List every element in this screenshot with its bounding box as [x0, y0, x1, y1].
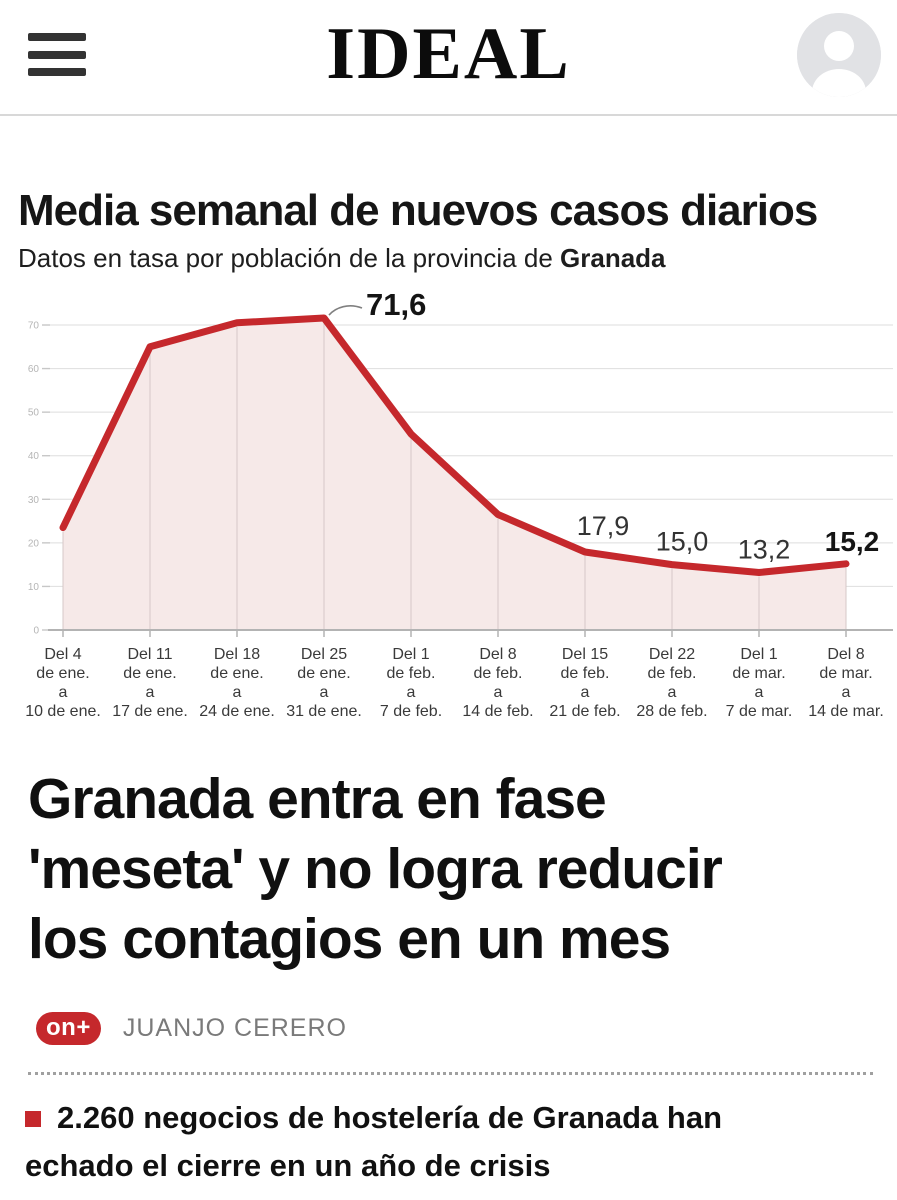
related-story-link[interactable]: 2.260 negocios de hostelería de Granada … [25, 1094, 825, 1190]
svg-text:Del 15: Del 15 [562, 646, 608, 663]
svg-text:28 de feb.: 28 de feb. [636, 703, 707, 720]
svg-text:10: 10 [28, 582, 40, 593]
svg-text:31 de ene.: 31 de ene. [286, 703, 362, 720]
svg-text:de feb.: de feb. [387, 665, 436, 682]
hamburger-menu-button[interactable] [28, 33, 86, 81]
svg-text:70: 70 [28, 321, 40, 332]
avatar-button[interactable] [797, 13, 881, 97]
logo[interactable]: IDEAL [326, 13, 571, 95]
author-link[interactable]: JUANJO CERERO [122, 1013, 347, 1042]
svg-text:40: 40 [28, 451, 40, 462]
svg-text:14 de mar.: 14 de mar. [808, 703, 884, 720]
svg-text:Del 18: Del 18 [214, 646, 260, 663]
svg-text:Del 8: Del 8 [827, 646, 864, 663]
user-icon [797, 13, 881, 97]
svg-text:15,0: 15,0 [656, 527, 709, 557]
hamburger-icon-bar [28, 33, 86, 41]
chart-subtitle: Datos en tasa por población de la provin… [18, 243, 878, 273]
svg-text:a: a [581, 684, 590, 701]
dotted-divider [28, 1072, 873, 1075]
chart-subtitle-bold: Granada [560, 243, 666, 273]
svg-text:Del 4: Del 4 [44, 646, 81, 663]
svg-text:60: 60 [28, 364, 40, 375]
svg-text:a: a [494, 684, 503, 701]
chart-title: Media semanal de nuevos casos diarios [18, 186, 818, 235]
hamburger-icon-bar [28, 68, 86, 76]
headline-line: Granada entra en fase [28, 767, 607, 831]
svg-text:50: 50 [28, 408, 40, 419]
svg-text:Del 25: Del 25 [301, 646, 347, 663]
svg-text:a: a [407, 684, 416, 701]
svg-text:de feb.: de feb. [561, 665, 610, 682]
svg-text:a: a [146, 684, 155, 701]
svg-text:de ene.: de ene. [210, 665, 263, 682]
svg-text:de feb.: de feb. [648, 665, 697, 682]
svg-text:Del 11: Del 11 [127, 646, 172, 663]
svg-text:a: a [842, 684, 851, 701]
svg-text:a: a [59, 684, 68, 701]
svg-text:10 de ene.: 10 de ene. [25, 703, 101, 720]
svg-text:71,6: 71,6 [366, 287, 426, 322]
svg-text:Del 22: Del 22 [649, 646, 695, 663]
svg-text:17 de ene.: 17 de ene. [112, 703, 188, 720]
header-divider [0, 114, 897, 116]
byline: on+ JUANJO CERERO [36, 1010, 347, 1046]
svg-text:Del 1: Del 1 [392, 646, 429, 663]
svg-text:15,2: 15,2 [825, 526, 880, 557]
svg-text:30: 30 [28, 495, 40, 506]
svg-text:a: a [668, 684, 677, 701]
svg-text:7 de mar.: 7 de mar. [726, 703, 793, 720]
article-headline: Granada entra en fase 'meseta' y no logr… [28, 764, 858, 974]
svg-text:a: a [233, 684, 242, 701]
headline-line: 'meseta' y no logra reducir [28, 837, 723, 901]
svg-text:21 de feb.: 21 de feb. [549, 703, 620, 720]
svg-text:Del 1: Del 1 [740, 646, 777, 663]
svg-text:13,2: 13,2 [738, 534, 791, 564]
svg-text:a: a [320, 684, 329, 701]
svg-text:0: 0 [33, 626, 39, 637]
svg-text:14 de feb.: 14 de feb. [462, 703, 533, 720]
svg-text:24 de ene.: 24 de ene. [199, 703, 275, 720]
chart-subtitle-text: Datos en tasa por población de la provin… [18, 243, 561, 273]
svg-text:7 de feb.: 7 de feb. [380, 703, 442, 720]
svg-text:20: 20 [28, 538, 40, 549]
header: IDEAL [0, 0, 897, 114]
svg-text:de mar.: de mar. [819, 665, 872, 682]
svg-text:de ene.: de ene. [297, 665, 350, 682]
svg-text:17,9: 17,9 [577, 511, 630, 541]
svg-text:de ene.: de ene. [123, 665, 176, 682]
svg-text:de ene.: de ene. [36, 665, 89, 682]
headline-line: los contagios en un mes [28, 907, 671, 971]
svg-text:Del 8: Del 8 [479, 646, 516, 663]
svg-text:de mar.: de mar. [732, 665, 785, 682]
on-plus-badge: on+ [36, 1011, 101, 1045]
related-story-text: 2.260 negocios de hostelería de Granada … [25, 1100, 723, 1183]
svg-text:de feb.: de feb. [474, 665, 523, 682]
svg-text:a: a [755, 684, 764, 701]
weekly-cases-chart: 0 10 20 30 40 50 60 70 71,6 17,9 15,0 13,2 15,2 Del 4… [25, 287, 893, 720]
hamburger-icon-bar [28, 50, 86, 59]
bullet-square-icon [25, 1111, 41, 1127]
